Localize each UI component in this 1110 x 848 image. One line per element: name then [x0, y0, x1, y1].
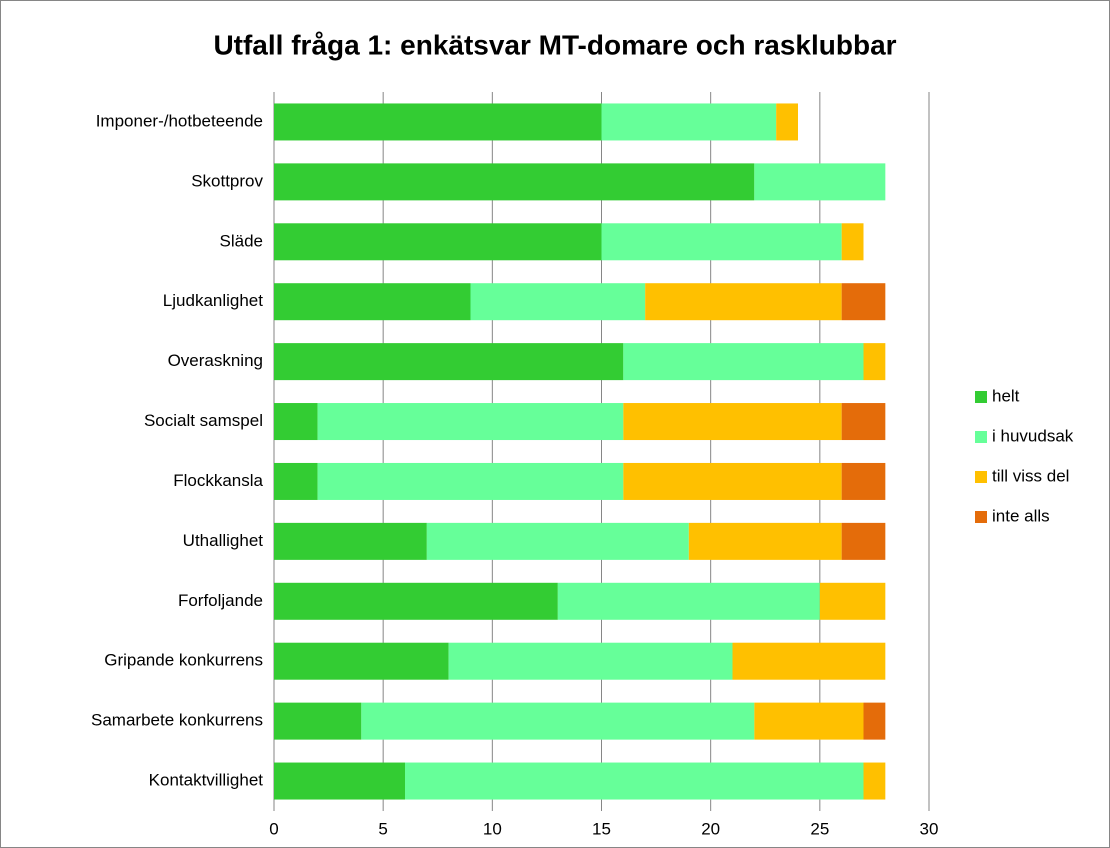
bar-segment	[623, 343, 864, 381]
y-tick-label: Forfoljande	[178, 591, 263, 610]
bar-segment	[274, 103, 602, 141]
bar-segment	[863, 343, 886, 381]
bar-segment	[274, 522, 427, 560]
bar-segment	[274, 762, 405, 800]
bar-segment	[470, 283, 646, 321]
x-tick-label: 0	[269, 819, 278, 838]
y-tick-label: Samarbete konkurrens	[91, 711, 263, 730]
x-tick-label: 25	[810, 819, 829, 838]
bar-segment	[274, 283, 471, 321]
bar-segment	[754, 702, 864, 740]
x-tick-label: 20	[701, 819, 720, 838]
legend-swatch	[975, 431, 987, 443]
bar-segment	[405, 762, 864, 800]
bar-segment	[361, 702, 755, 740]
x-tick-label: 5	[378, 819, 387, 838]
bar-segment	[274, 582, 558, 620]
bar-segment	[776, 103, 798, 141]
legend-swatch	[975, 511, 987, 523]
bar-segment	[274, 462, 318, 500]
legend-swatch	[975, 471, 987, 483]
bar-segment	[819, 582, 886, 620]
bar-segment	[448, 642, 733, 680]
bar-segment	[841, 522, 886, 560]
x-tick-label: 15	[592, 819, 611, 838]
y-tick-label: Släde	[220, 231, 263, 250]
bar-segment	[317, 462, 624, 500]
bar-segment	[601, 103, 777, 141]
y-tick-label: Socialt samspel	[144, 411, 263, 430]
legend-label: i huvudsak	[992, 426, 1074, 445]
bar-segment	[557, 582, 820, 620]
y-tick-label: Overaskning	[168, 351, 263, 370]
bar-segment	[841, 283, 886, 321]
legend-label: inte alls	[992, 506, 1050, 525]
bar-segment	[645, 283, 842, 321]
bar-segment	[274, 163, 755, 201]
bar-segment	[754, 163, 886, 201]
legend-label: helt	[992, 386, 1020, 405]
bar-segment	[841, 462, 886, 500]
x-tick-label: 30	[920, 819, 939, 838]
y-tick-label: Gripande konkurrens	[104, 651, 263, 670]
bar-segment	[863, 702, 886, 740]
legend-swatch	[975, 391, 987, 403]
bar-segment	[274, 223, 602, 261]
bar-segment	[274, 403, 318, 441]
bar-segment	[841, 403, 886, 441]
chart-title: Utfall fråga 1: enkätsvar MT-domare och …	[213, 29, 896, 60]
bar-segment	[623, 403, 842, 441]
bar-segment	[274, 642, 449, 680]
y-tick-label: Uthallighet	[183, 531, 264, 550]
y-tick-label: Kontaktvillighet	[149, 771, 264, 790]
bar-segment	[688, 522, 842, 560]
bar-segment	[317, 403, 624, 441]
y-tick-label: Flockkansla	[173, 471, 263, 490]
x-tick-label: 10	[483, 819, 502, 838]
y-tick-label: Skottprov	[191, 171, 263, 190]
bar-segment	[841, 223, 864, 261]
bar-segment	[863, 762, 886, 800]
bar-segment	[274, 343, 624, 381]
y-tick-label: Imponer-/hotbeteende	[96, 111, 263, 130]
bar-segment	[274, 702, 362, 740]
bar-segment	[426, 522, 689, 560]
bar-segment	[732, 642, 886, 680]
bar-segment	[601, 223, 842, 261]
y-tick-label: Ljudkanlighet	[163, 291, 263, 310]
bar-segment	[623, 462, 842, 500]
legend-label: till viss del	[992, 466, 1069, 485]
